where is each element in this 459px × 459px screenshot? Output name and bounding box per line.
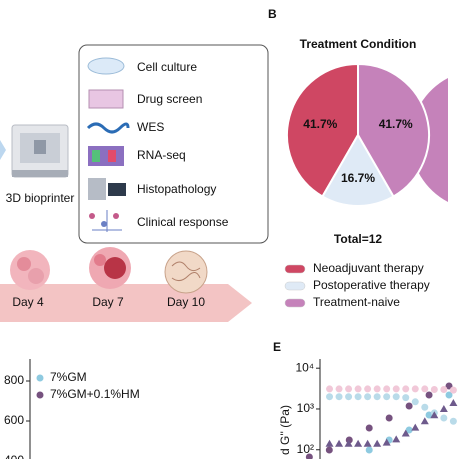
y-tick-label: 800 xyxy=(4,373,24,387)
legend-label: 7%GM+0.1%HM xyxy=(50,387,140,401)
point xyxy=(365,446,373,454)
point xyxy=(373,385,381,393)
bioprinter-icon xyxy=(11,124,69,178)
point xyxy=(335,385,343,393)
point xyxy=(421,385,429,393)
point xyxy=(326,393,334,401)
timeline-arrow xyxy=(0,284,252,322)
device-label: 3D bioprinter xyxy=(6,191,75,205)
point xyxy=(392,435,401,443)
point xyxy=(421,403,429,411)
point xyxy=(405,402,413,410)
workflow-item: RNA-seq xyxy=(137,148,186,162)
workflow-icons xyxy=(86,57,130,232)
workflow-item: WES xyxy=(137,120,164,134)
chart-title: Treatment Condition xyxy=(300,37,417,51)
point xyxy=(445,391,453,399)
point xyxy=(439,404,448,412)
point xyxy=(420,417,429,425)
legend-swatch xyxy=(284,298,306,308)
point xyxy=(344,439,353,447)
day-label: Day 10 xyxy=(167,295,205,309)
workflow-item: Cell culture xyxy=(137,60,197,74)
point xyxy=(305,453,313,459)
value-label: 16.7% xyxy=(341,171,375,185)
point xyxy=(425,391,433,399)
point xyxy=(411,423,420,431)
point xyxy=(449,417,457,425)
day-label: Day 7 xyxy=(92,295,124,309)
point xyxy=(402,385,410,393)
point xyxy=(383,385,391,393)
workflow-item: Clinical response xyxy=(137,215,229,229)
point xyxy=(335,393,343,401)
point xyxy=(430,386,438,394)
point xyxy=(440,414,448,422)
point xyxy=(392,393,400,401)
workflow-item: Histopathology xyxy=(137,182,216,196)
y-tick-label: 400 xyxy=(4,453,24,459)
legend-swatch xyxy=(284,281,306,291)
point xyxy=(373,439,382,447)
value-label: 41.7% xyxy=(303,117,337,131)
point xyxy=(354,385,362,393)
point xyxy=(385,414,393,422)
legend-label: Treatment-naive xyxy=(313,295,400,309)
legend-label: Postoperative therapy xyxy=(313,278,430,292)
point xyxy=(365,424,373,432)
point xyxy=(363,439,372,447)
point xyxy=(364,393,372,401)
y-axis-label: d G'' (Pa) xyxy=(278,405,292,455)
point xyxy=(405,426,413,434)
point xyxy=(325,446,333,454)
workflow-item: Drug screen xyxy=(137,92,202,106)
panel-label: B xyxy=(268,7,277,21)
legend-swatch xyxy=(284,264,306,274)
workflow-box xyxy=(78,44,269,244)
point xyxy=(354,393,362,401)
point xyxy=(326,385,334,393)
y-tick-label: 600 xyxy=(4,413,24,427)
organoid-images xyxy=(10,247,208,294)
legend-marker xyxy=(36,391,44,399)
point xyxy=(411,398,419,406)
point xyxy=(373,393,381,401)
y-tick-label: 10³ xyxy=(297,401,314,415)
pie-slice xyxy=(357,62,430,198)
point xyxy=(445,382,453,390)
point xyxy=(382,438,391,446)
value-label: 41.7% xyxy=(379,117,413,131)
point xyxy=(440,386,448,394)
point xyxy=(430,411,439,419)
y-tick-label: 10² xyxy=(297,442,314,456)
point xyxy=(364,385,372,393)
point xyxy=(383,393,391,401)
point xyxy=(392,385,400,393)
point xyxy=(345,385,353,393)
point xyxy=(401,429,410,437)
point xyxy=(449,386,457,394)
point xyxy=(325,439,334,447)
arrow xyxy=(0,140,6,160)
point xyxy=(449,399,458,407)
legend-label: 7%GM xyxy=(50,370,87,384)
panel-label: E xyxy=(273,340,281,354)
point xyxy=(335,439,344,447)
point xyxy=(345,393,353,401)
point xyxy=(402,394,410,402)
pie-slice xyxy=(321,133,395,207)
pie-slice xyxy=(286,62,359,198)
legend-marker xyxy=(36,374,44,382)
annotation: Total=12 xyxy=(334,232,382,246)
day-label: Day 4 xyxy=(12,295,44,309)
point xyxy=(425,411,433,419)
y-tick-label: 10⁴ xyxy=(295,360,314,374)
point xyxy=(411,385,419,393)
legend-label: Neoadjuvant therapy xyxy=(313,261,424,275)
point xyxy=(354,439,363,447)
